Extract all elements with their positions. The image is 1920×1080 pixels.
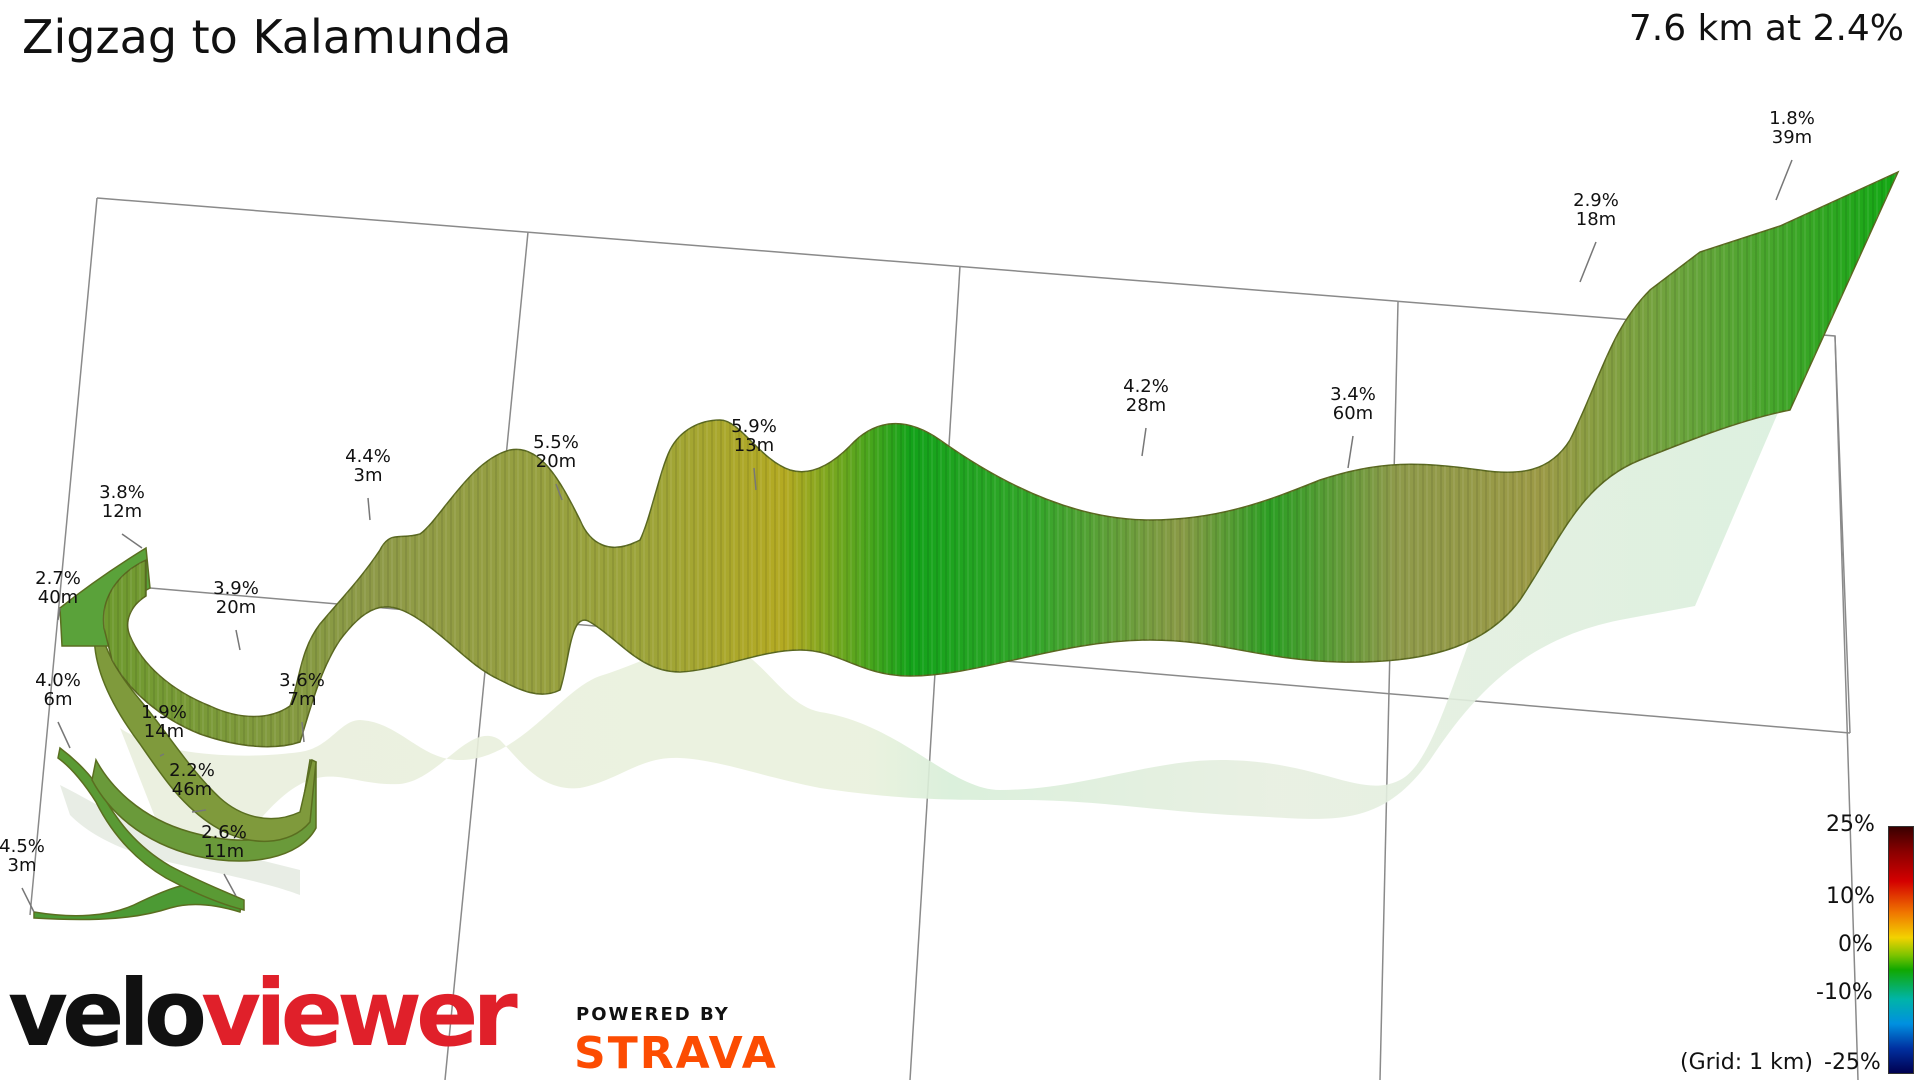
annotation-grade: 4.4% xyxy=(345,446,391,467)
annotation-length: 28m xyxy=(1126,395,1166,416)
segment-annotation: 3.9%20m xyxy=(213,578,259,651)
annotation-length: 18m xyxy=(1576,209,1616,230)
annotation-leader-line xyxy=(57,607,61,621)
annotation-grade: 4.0% xyxy=(35,670,81,691)
annotation-grade: 2.7% xyxy=(35,568,81,589)
grade-color-scale xyxy=(1888,826,1914,1074)
segment-annotation: 2.2%46m xyxy=(169,760,215,813)
segment-annotation: 3.8%12m xyxy=(99,482,145,549)
annotation-length: 39m xyxy=(1772,127,1812,148)
segment-annotation: 1.8%39m xyxy=(1769,108,1815,201)
annotation-leader-line xyxy=(1579,241,1597,283)
annotation-leader-line xyxy=(21,887,35,913)
annotation-length: 7m xyxy=(288,689,317,710)
annotation-grade: 3.4% xyxy=(1330,384,1376,405)
annotation-length: 11m xyxy=(204,841,244,862)
annotation-length: 12m xyxy=(102,501,142,522)
route-ribbon-main xyxy=(102,170,1900,748)
annotation-grade: 2.6% xyxy=(201,822,247,843)
annotation-leader-line xyxy=(1775,159,1793,201)
strava-logo[interactable]: STRAVA xyxy=(574,1028,778,1079)
annotation-length: 3m xyxy=(8,855,37,876)
annotation-grade: 4.2% xyxy=(1123,376,1169,397)
annotation-leader-line xyxy=(1141,427,1147,457)
distance-grade-summary: 7.6 km at 2.4% xyxy=(1628,8,1904,49)
legend-label-0: 0% xyxy=(1838,932,1873,957)
annotation-length: 46m xyxy=(172,779,212,800)
annotation-grade: 1.8% xyxy=(1769,108,1815,129)
annotation-length: 60m xyxy=(1333,403,1373,424)
annotation-leader-line xyxy=(1347,435,1354,469)
annotation-leader-line xyxy=(301,721,305,743)
annotation-leader-line xyxy=(367,497,371,521)
segment-annotation: 3.6%7m xyxy=(279,670,325,743)
annotation-length: 3m xyxy=(354,465,383,486)
logo-viewer-text: viewer xyxy=(201,960,518,1067)
annotation-length: 20m xyxy=(536,451,576,472)
annotation-leader-line xyxy=(555,483,563,501)
segment-annotation: 4.5%3m xyxy=(0,836,45,913)
annotation-leader-line xyxy=(191,809,207,813)
annotation-length: 13m xyxy=(734,435,774,456)
annotation-leader-line xyxy=(223,873,237,897)
annotation-grade: 3.6% xyxy=(279,670,325,691)
segment-annotation: 4.0%6m xyxy=(35,670,81,749)
segment-annotation: 2.7%40m xyxy=(35,568,81,621)
segment-annotation: 5.5%20m xyxy=(533,432,579,501)
veloviewer-logo[interactable]: veloviewer xyxy=(8,968,518,1060)
annotation-grade: 2.9% xyxy=(1573,190,1619,211)
page-title: Zigzag to Kalamunda xyxy=(22,10,512,64)
annotation-length: 20m xyxy=(216,597,256,618)
annotation-grade: 3.8% xyxy=(99,482,145,503)
powered-by-label: POWERED BY xyxy=(576,1004,730,1025)
annotation-leader-line xyxy=(159,753,165,757)
route-ribbon-start xyxy=(33,546,317,921)
segment-annotation: 2.9%18m xyxy=(1573,190,1619,283)
annotation-leader-line xyxy=(57,721,71,749)
annotation-grade: 1.9% xyxy=(141,702,187,723)
logo-velo-text: velo xyxy=(8,960,207,1067)
annotation-length: 14m xyxy=(144,721,184,742)
legend-label-25: 25% xyxy=(1826,812,1875,837)
legend-label-10: 10% xyxy=(1826,884,1875,909)
annotation-grade: 2.2% xyxy=(169,760,215,781)
segment-annotation: 2.6%11m xyxy=(201,822,247,897)
segment-annotation: 4.2%28m xyxy=(1123,376,1169,457)
annotation-leader-line xyxy=(121,533,143,549)
annotation-grade: 3.9% xyxy=(213,578,259,599)
segment-annotation: 1.9%14m xyxy=(141,702,187,757)
segment-annotation: 3.4%60m xyxy=(1330,384,1376,469)
legend-label-minus-25: -25% xyxy=(1824,1050,1881,1075)
annotation-leader-line xyxy=(753,467,757,491)
annotation-grade: 5.9% xyxy=(731,416,777,437)
annotation-grade: 4.5% xyxy=(0,836,45,857)
segment-annotations: 4.5%3m2.6%11m2.2%46m1.9%14m4.0%6m2.7%40m… xyxy=(0,108,1815,913)
annotation-grade: 5.5% xyxy=(533,432,579,453)
annotation-length: 40m xyxy=(38,587,78,608)
segment-annotation: 4.4%3m xyxy=(345,446,391,521)
annotation-length: 6m xyxy=(44,689,73,710)
segment-annotation: 5.9%13m xyxy=(731,416,777,491)
legend-label-minus-10: -10% xyxy=(1816,980,1873,1005)
grid-scale-note: (Grid: 1 km) xyxy=(1680,1050,1813,1075)
annotation-leader-line xyxy=(235,629,241,651)
